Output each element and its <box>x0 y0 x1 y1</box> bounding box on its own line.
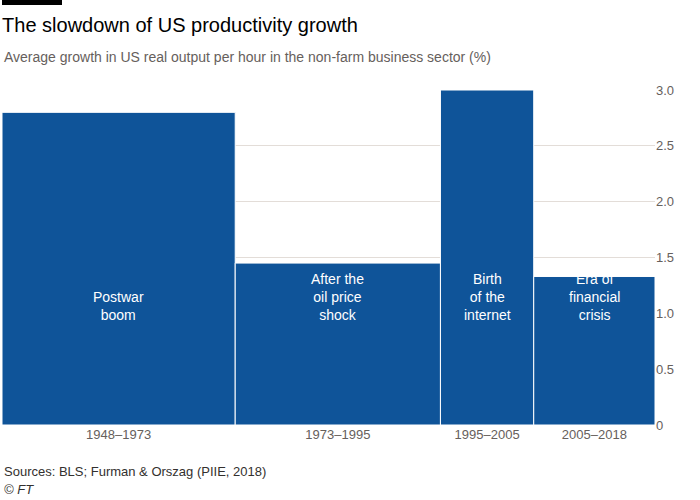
svg-text:2.5: 2.5 <box>656 138 674 153</box>
svg-text:0.5: 0.5 <box>656 362 674 377</box>
svg-text:1995–2005: 1995–2005 <box>455 427 520 442</box>
svg-text:© FT: © FT <box>4 482 34 497</box>
svg-text:Birthof theinternet: Birthof theinternet <box>464 271 511 323</box>
svg-text:1.5: 1.5 <box>656 250 674 265</box>
svg-text:0: 0 <box>656 418 663 433</box>
svg-text:Era offinancialcrisis: Era offinancialcrisis <box>569 271 620 323</box>
svg-text:Postwarboom: Postwarboom <box>93 289 144 323</box>
svg-text:1973–1995: 1973–1995 <box>305 427 370 442</box>
svg-text:After theoil priceshock: After theoil priceshock <box>311 271 364 323</box>
svg-text:3.0: 3.0 <box>656 83 674 98</box>
svg-text:The slowdown of US productivit: The slowdown of US productivity growth <box>2 14 358 36</box>
svg-text:Average growth in US real outp: Average growth in US real output per hou… <box>4 49 491 65</box>
svg-text:Sources: BLS; Furman & Orszag: Sources: BLS; Furman & Orszag (PIIE, 201… <box>4 464 266 479</box>
svg-text:1.0: 1.0 <box>656 306 674 321</box>
svg-text:2005–2018: 2005–2018 <box>562 427 627 442</box>
svg-text:1948–1973: 1948–1973 <box>86 427 151 442</box>
svg-text:2.0: 2.0 <box>656 194 674 209</box>
